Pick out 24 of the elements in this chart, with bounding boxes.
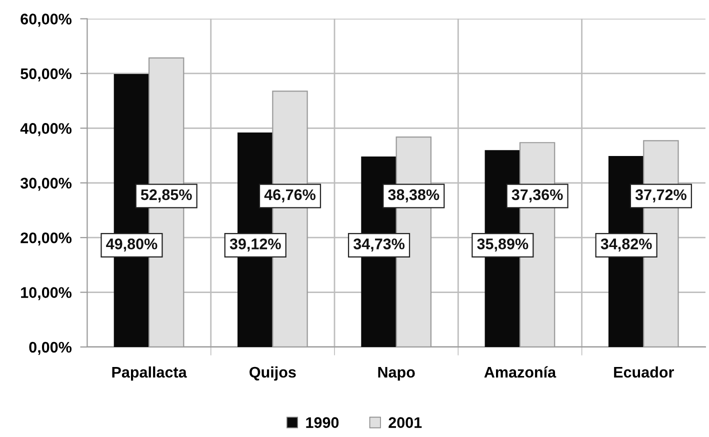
x-tick-label: Quijos: [250, 366, 296, 381]
data-label: 35,89%: [477, 238, 528, 252]
y-tick-label: 60,00%: [20, 14, 72, 27]
data-label: 34,82%: [600, 238, 652, 252]
y-tick-label: 40,00%: [20, 123, 72, 136]
data-label: 38,38%: [388, 189, 440, 202]
x-tick-label: Napo: [378, 366, 415, 381]
legend-label: 2001: [388, 417, 422, 428]
y-tick-label: 50,00%: [20, 68, 72, 82]
data-label: 39,12%: [230, 238, 281, 252]
data-label: 37,72%: [635, 189, 686, 202]
x-tick-label: Ecuador: [614, 366, 674, 378]
x-tick-label: Papallacta: [112, 366, 187, 381]
y-tick-label: 10,00%: [21, 287, 72, 300]
data-label: 37,36%: [512, 189, 563, 202]
data-label: 52,85%: [140, 189, 192, 202]
data-label: 46,76%: [264, 189, 316, 202]
legend-label: 1990: [306, 417, 339, 428]
y-tick-label: 0,00%: [29, 342, 72, 355]
data-label: 49,80%: [106, 238, 158, 252]
y-tick-label: 20,00%: [20, 232, 72, 246]
x-tick-label: Amazonía: [484, 366, 556, 378]
data-label: 34,73%: [353, 238, 405, 252]
y-tick-label: 30,00%: [20, 178, 72, 191]
